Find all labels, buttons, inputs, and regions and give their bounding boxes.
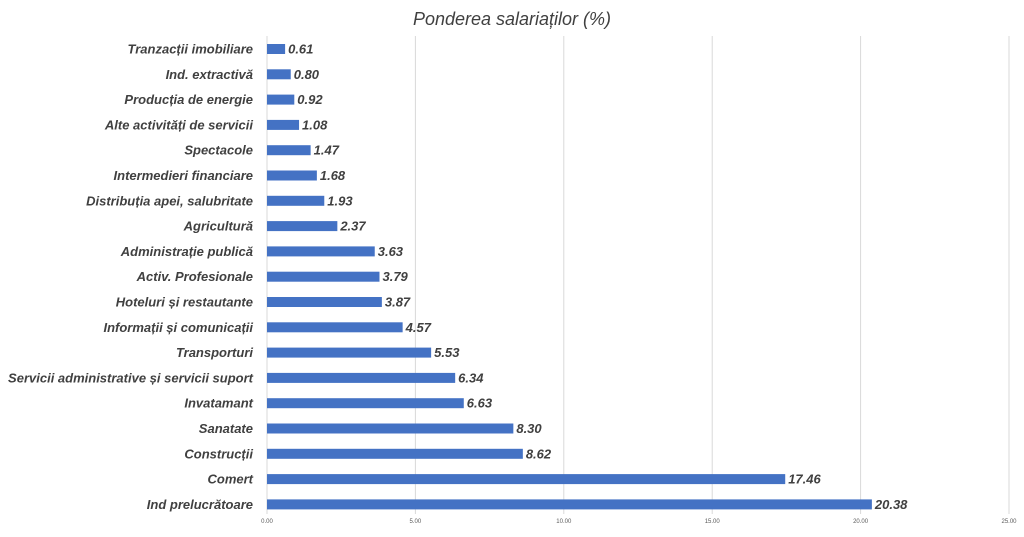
value-label: 20.38 bbox=[874, 497, 908, 512]
category-label: Transporturi bbox=[176, 345, 253, 360]
category-label: Comert bbox=[207, 472, 253, 487]
bar bbox=[267, 170, 317, 181]
category-label: Invatamant bbox=[184, 396, 253, 411]
value-label: 1.47 bbox=[314, 143, 340, 158]
category-label: Administrație publică bbox=[120, 244, 253, 259]
category-label: Spectacole bbox=[184, 143, 253, 158]
bar bbox=[267, 474, 786, 485]
bar bbox=[267, 69, 291, 80]
bar bbox=[267, 297, 382, 307]
value-label: 17.46 bbox=[788, 472, 821, 487]
bar bbox=[267, 44, 286, 54]
category-label: Alte activități de servicii bbox=[104, 117, 254, 132]
value-label: 6.63 bbox=[467, 396, 493, 411]
category-label: Informații și comunicații bbox=[103, 320, 253, 335]
value-label: 0.61 bbox=[288, 42, 313, 57]
x-axis-ticks: 0.00 5.00 10.00 15.00 20.00 25.00 bbox=[261, 519, 1017, 525]
value-label: 8.30 bbox=[516, 421, 542, 436]
bar bbox=[267, 246, 375, 257]
value-label: 2.37 bbox=[339, 219, 366, 234]
bar bbox=[267, 221, 338, 232]
value-label: 3.63 bbox=[378, 244, 404, 259]
bar bbox=[267, 398, 464, 409]
bar bbox=[267, 423, 514, 434]
chart-title: Ponderea salariaților (%) bbox=[413, 9, 611, 29]
bar bbox=[267, 271, 380, 282]
value-label: 6.34 bbox=[458, 370, 484, 385]
bars bbox=[267, 44, 872, 510]
category-label: Servicii administrative și servicii supo… bbox=[8, 370, 254, 385]
x-tick-label: 20.00 bbox=[853, 519, 869, 525]
category-label: Tranzacții imobiliare bbox=[128, 42, 253, 57]
x-tick-label: 5.00 bbox=[410, 519, 422, 525]
category-label: Ind. extractivă bbox=[166, 67, 253, 82]
value-label: 3.87 bbox=[385, 295, 411, 310]
category-labels: Tranzacții imobiliare Ind. extractivă Prod… bbox=[8, 42, 254, 512]
value-label: 1.68 bbox=[320, 168, 346, 183]
value-label: 4.57 bbox=[405, 320, 432, 335]
category-label: Sanatate bbox=[199, 421, 253, 436]
category-label: Producția de energie bbox=[124, 92, 253, 107]
x-tick-label: 0.00 bbox=[261, 519, 273, 525]
category-label: Construcții bbox=[184, 446, 253, 461]
category-label: Distribuția apei, salubritate bbox=[86, 193, 253, 208]
value-label: 0.80 bbox=[294, 67, 320, 82]
value-labels: 0.61 0.80 0.92 1.08 1.47 1.68 1.93 2.37 3.63 3.79… bbox=[288, 42, 908, 512]
category-label: Hoteluri și restautante bbox=[116, 295, 253, 310]
category-label: Activ. Profesionale bbox=[136, 269, 253, 284]
value-label: 1.08 bbox=[302, 117, 328, 132]
x-tick-label: 15.00 bbox=[705, 519, 721, 525]
bar bbox=[267, 347, 432, 358]
bar bbox=[267, 94, 295, 105]
value-label: 0.92 bbox=[297, 92, 323, 107]
bar bbox=[267, 195, 325, 206]
bar bbox=[267, 119, 300, 130]
category-label: Ind prelucrătoare bbox=[147, 497, 253, 512]
bar bbox=[267, 448, 523, 459]
value-label: 3.79 bbox=[382, 269, 408, 284]
value-label: 8.62 bbox=[526, 446, 552, 461]
category-label: Agricultură bbox=[183, 219, 253, 234]
bar bbox=[267, 499, 872, 510]
gridlines bbox=[266, 36, 1010, 514]
value-label: 5.53 bbox=[434, 345, 460, 360]
value-label: 1.93 bbox=[327, 193, 353, 208]
bar bbox=[267, 372, 456, 383]
category-label: Intermedieri financiare bbox=[114, 168, 253, 183]
x-tick-label: 10.00 bbox=[556, 519, 572, 525]
bar bbox=[267, 322, 403, 333]
x-tick-label: 25.00 bbox=[1001, 519, 1017, 525]
bar bbox=[267, 145, 311, 156]
